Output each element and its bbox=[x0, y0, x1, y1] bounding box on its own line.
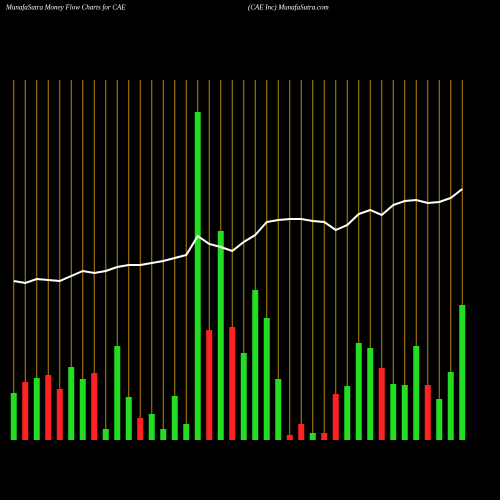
bar bbox=[309, 433, 316, 440]
money-flow-line bbox=[13, 188, 463, 285]
chart-title: MunafaSutra Money Flow Charts for CAE bbox=[5, 4, 126, 12]
bar bbox=[10, 393, 17, 440]
bar bbox=[436, 399, 443, 440]
bar bbox=[401, 385, 408, 440]
bar bbox=[344, 386, 351, 440]
bar bbox=[424, 385, 431, 440]
bar bbox=[321, 433, 328, 440]
bar bbox=[355, 343, 362, 440]
bar bbox=[91, 373, 98, 440]
bar bbox=[194, 112, 201, 440]
bar bbox=[217, 231, 224, 440]
bar bbox=[229, 327, 236, 440]
bar bbox=[56, 389, 63, 440]
bar bbox=[286, 435, 293, 440]
bar bbox=[79, 379, 86, 440]
bar bbox=[263, 318, 270, 440]
bar bbox=[332, 394, 339, 440]
bar bbox=[114, 346, 121, 440]
bar bbox=[298, 424, 305, 440]
bar bbox=[413, 346, 420, 440]
bar bbox=[137, 418, 144, 440]
bar bbox=[275, 379, 282, 440]
bar bbox=[102, 429, 109, 440]
bar bbox=[390, 384, 397, 440]
bar bbox=[45, 375, 52, 440]
bar bbox=[378, 368, 385, 440]
bar bbox=[459, 305, 466, 440]
bar bbox=[148, 414, 155, 440]
bar bbox=[22, 382, 29, 440]
bar bbox=[68, 367, 75, 440]
bar bbox=[447, 372, 454, 440]
bar bbox=[183, 424, 190, 440]
bar bbox=[33, 378, 40, 440]
bar bbox=[367, 348, 374, 440]
bar bbox=[240, 353, 247, 440]
bar bbox=[171, 396, 178, 440]
bar bbox=[206, 330, 213, 440]
bar bbox=[252, 290, 259, 440]
chart-subtitle: (CAE Inc) MunafaSutra.com bbox=[248, 4, 329, 12]
bar bbox=[160, 429, 167, 440]
bar bbox=[125, 397, 132, 440]
